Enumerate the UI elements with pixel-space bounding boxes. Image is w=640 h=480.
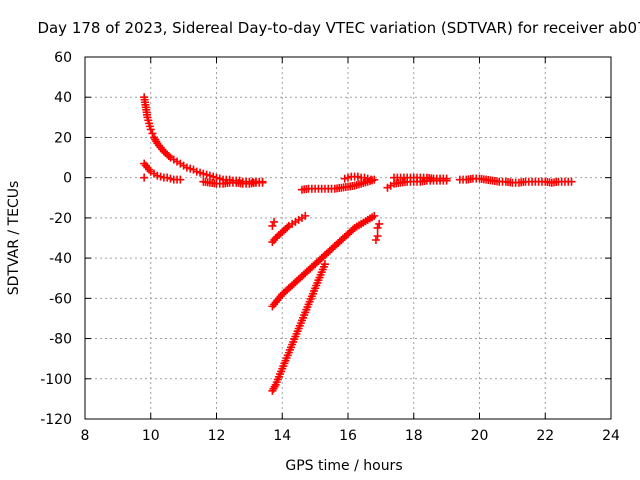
y-axis-label: SDTVAR / TECUs [6,181,22,296]
x-tick-label: 22 [536,428,554,444]
x-tick-label: 18 [405,428,423,444]
y-tick-label: 60 [54,50,72,66]
series-arc-19-23 [455,174,576,187]
y-tick-label: -100 [40,372,72,388]
data-point [373,223,382,232]
data-point [373,231,382,240]
data-point [258,178,267,187]
x-tick-label: 16 [339,428,357,444]
y-tick-label: -120 [40,412,72,428]
y-tick-label: -40 [49,251,72,267]
series-ramp-middle [268,211,379,311]
x-tick-label: 20 [471,428,489,444]
y-tick-label: -80 [49,332,72,348]
data-point [301,211,310,220]
x-tick-label: 12 [208,428,226,444]
data-point [268,221,277,230]
data-point [140,173,149,182]
x-tick-label: 24 [602,428,620,444]
series-arc-low-band [199,177,267,188]
y-tick-label: -20 [49,211,72,227]
chart-title: Day 178 of 2023, Sidereal Day-to-day VTE… [37,19,640,37]
y-tick-label: 20 [54,130,72,146]
data-point [367,175,376,184]
x-tick-label: 14 [273,428,291,444]
x-tick-label: 8 [81,428,90,444]
y-tick-label: 40 [54,90,72,106]
series-arc-decay [140,93,267,186]
series-plateau [297,175,379,194]
data-point [320,260,329,269]
data-point [148,129,157,138]
gridlines [85,57,611,419]
y-tick-label: 0 [63,171,72,187]
data-point [375,219,384,228]
data-point [567,177,576,186]
data-point [442,174,451,183]
y-tick-label: -60 [49,291,72,307]
series-ramp-upper [268,211,310,247]
series-arc-17-19 [383,173,451,192]
x-axis-label: GPS time / hours [285,458,402,474]
data-point [370,211,379,220]
data-point [146,125,155,134]
data-point [270,217,279,226]
series-arc-lower [140,159,185,184]
series-isolated [140,173,384,245]
series-ramp-steep [268,260,329,395]
data-point [283,223,292,232]
x-tick-label: 10 [142,428,160,444]
series-arc-16 [340,172,376,184]
data-points [140,93,576,395]
axis-ticks: 8 10 12 14 16 18 20 22 24 -120 -100 -80 -60 -40 -20 0 20… [40,50,620,444]
data-point [371,236,380,245]
data-point [164,152,173,161]
data-point [176,175,185,184]
